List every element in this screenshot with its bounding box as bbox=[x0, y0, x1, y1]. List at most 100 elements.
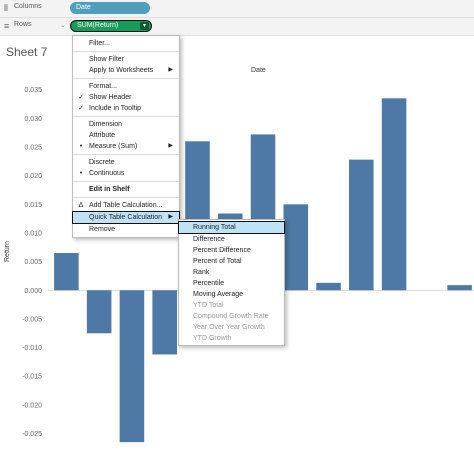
sum-return-pill[interactable]: SUM(Return) ▾ bbox=[70, 20, 152, 32]
menu-item-label: Discrete bbox=[89, 159, 115, 166]
context-menu: Filter... Show Filter Apply to Worksheets ▶… bbox=[72, 35, 180, 238]
menu-item-label: Quick Table Calculation bbox=[89, 214, 163, 221]
menu-item-label: Measure (Sum) bbox=[89, 143, 138, 150]
pill-dropdown-icon[interactable]: ▾ bbox=[140, 22, 149, 30]
y-tick-label: -0.020 bbox=[22, 402, 42, 409]
submenu-item: YTD Growth bbox=[179, 333, 284, 344]
menu-item-label: Add Table Calculation... bbox=[89, 202, 163, 209]
submenu-item[interactable]: Moving Average bbox=[179, 289, 284, 300]
menu-separator bbox=[73, 197, 179, 198]
submenu-item-label: YTD Total bbox=[193, 302, 224, 309]
menu-item-label: Show Filter bbox=[89, 56, 125, 63]
sheet-title: Sheet 7 bbox=[6, 45, 48, 59]
y-tick-label: 0.010 bbox=[24, 230, 42, 237]
menu-separator bbox=[73, 181, 179, 182]
columns-shelf: ⦀ Columns Date bbox=[0, 0, 474, 18]
date-pill[interactable]: Date bbox=[70, 2, 150, 14]
menu-item-label: Continuous bbox=[89, 170, 125, 177]
y-tick-label: 0.035 bbox=[24, 87, 42, 94]
submenu-item-label: Moving Average bbox=[193, 291, 244, 298]
y-tick-label: -0.015 bbox=[22, 374, 42, 381]
y-tick-label: -0.010 bbox=[22, 345, 42, 352]
submenu-item[interactable]: Difference bbox=[179, 234, 284, 245]
submenu-item[interactable]: Running Total bbox=[178, 221, 285, 234]
submenu-item[interactable]: Percent Difference bbox=[179, 245, 284, 256]
menu-item[interactable]: Filter... bbox=[73, 38, 179, 49]
submenu-arrow-icon: ▶ bbox=[168, 214, 173, 220]
submenu-item-label: Rank bbox=[193, 269, 210, 276]
y-tick-label: 0.000 bbox=[24, 288, 42, 295]
menu-item[interactable]: Format... bbox=[73, 81, 179, 92]
bar[interactable] bbox=[381, 98, 407, 291]
submenu-item[interactable]: Percentile bbox=[179, 278, 284, 289]
submenu-item-label: Percent of Total bbox=[193, 258, 242, 265]
menu-item-mark-icon: ✓ bbox=[78, 105, 84, 112]
menu-item[interactable]: Apply to Worksheets ▶ bbox=[73, 65, 179, 76]
columns-label: Columns bbox=[14, 3, 42, 10]
menu-item[interactable]: Dimension bbox=[73, 119, 179, 130]
menu-item-label: Show Header bbox=[89, 94, 132, 101]
menu-item[interactable]: ✓ Include in Tooltip bbox=[73, 103, 179, 114]
bar[interactable] bbox=[447, 285, 472, 291]
sum-return-pill-label: SUM(Return) bbox=[77, 22, 119, 29]
menu-item[interactable]: Quick Table Calculation ▶ bbox=[72, 211, 180, 224]
submenu-item-label: Running Total bbox=[193, 224, 236, 231]
bar[interactable] bbox=[152, 290, 177, 355]
menu-item-label: Remove bbox=[89, 226, 116, 233]
submenu-item[interactable]: Percent of Total bbox=[179, 256, 284, 267]
menu-item[interactable]: • Continuous bbox=[73, 168, 179, 179]
y-tick-label: 0.015 bbox=[24, 202, 42, 209]
menu-separator bbox=[73, 78, 179, 79]
y-tick-label: 0.020 bbox=[24, 173, 42, 180]
y-tick-label: -0.005 bbox=[22, 316, 42, 323]
submenu-item-label: Percent Difference bbox=[193, 247, 251, 254]
menu-item-label: Include in Tooltip bbox=[89, 105, 142, 112]
bar[interactable] bbox=[119, 290, 145, 443]
menu-item-label: Dimension bbox=[89, 121, 123, 128]
submenu-item-label: YTD Growth bbox=[193, 335, 232, 342]
bar[interactable] bbox=[349, 159, 374, 291]
menu-item-label: Filter... bbox=[89, 40, 111, 47]
menu-item[interactable]: Discrete bbox=[73, 157, 179, 168]
menu-item[interactable]: Δ Add Table Calculation... bbox=[73, 200, 179, 211]
menu-item-label: Attribute bbox=[89, 132, 116, 139]
bar[interactable] bbox=[316, 282, 341, 291]
submenu-item: Year Over Year Growth bbox=[179, 322, 284, 333]
menu-item[interactable]: Edit in Shelf bbox=[73, 184, 179, 195]
submenu-item-label: Difference bbox=[193, 236, 225, 243]
y-tick-label: 0.030 bbox=[24, 116, 42, 123]
menu-separator bbox=[73, 116, 179, 117]
submenu-item-label: Compound Growth Rate bbox=[193, 313, 269, 320]
submenu-item-label: Year Over Year Growth bbox=[193, 324, 265, 331]
quick-table-calc-submenu: Running Total Difference Percent Differenc… bbox=[178, 219, 285, 346]
y-tick-label: 0.005 bbox=[24, 259, 42, 266]
menu-separator bbox=[73, 51, 179, 52]
rows-icon: ≡ bbox=[4, 21, 10, 31]
menu-item-mark-icon: ✓ bbox=[78, 94, 84, 101]
menu-item-mark-icon: • bbox=[79, 143, 83, 150]
rows-shelf: ≡ Rows ⌄ SUM(Return) ▾ bbox=[0, 18, 474, 36]
column-header-date: Date bbox=[251, 67, 266, 74]
menu-item[interactable]: Show Filter bbox=[73, 54, 179, 65]
menu-item-label: Apply to Worksheets bbox=[89, 67, 154, 74]
bar[interactable] bbox=[283, 204, 309, 291]
menu-separator bbox=[73, 154, 179, 155]
menu-item[interactable]: Attribute bbox=[73, 130, 179, 141]
columns-icon: ⦀ bbox=[4, 3, 8, 13]
y-tick-label: 0.025 bbox=[24, 145, 42, 152]
submenu-item-label: Percentile bbox=[193, 280, 225, 287]
submenu-item: YTD Total bbox=[179, 300, 284, 311]
menu-item-mark-icon: • bbox=[79, 170, 83, 177]
menu-item[interactable]: Remove bbox=[73, 224, 179, 235]
bar[interactable] bbox=[86, 290, 112, 334]
menu-item-label: Format... bbox=[89, 83, 118, 90]
menu-item-label: Edit in Shelf bbox=[89, 186, 130, 193]
chevron-down-icon: ⌄ bbox=[60, 22, 66, 29]
submenu-arrow-icon: ▶ bbox=[168, 67, 173, 73]
submenu-arrow-icon: ▶ bbox=[168, 143, 173, 149]
submenu-item[interactable]: Rank bbox=[179, 267, 284, 278]
menu-item-mark-icon: Δ bbox=[78, 202, 84, 209]
menu-item[interactable]: ✓ Show Header bbox=[73, 92, 179, 103]
menu-item[interactable]: • Measure (Sum) ▶ bbox=[73, 141, 179, 152]
bar[interactable] bbox=[54, 253, 79, 291]
